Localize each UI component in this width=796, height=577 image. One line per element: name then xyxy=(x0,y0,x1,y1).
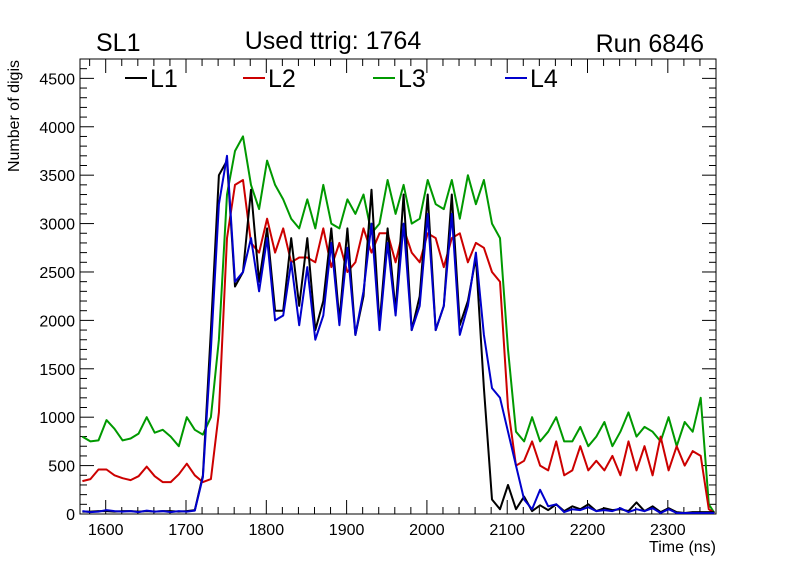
legend-label-l4: L4 xyxy=(530,65,558,93)
y-tick-label: 2500 xyxy=(39,265,75,282)
x-tick-label: 2200 xyxy=(570,522,606,539)
x-tick-label: 2000 xyxy=(409,522,445,539)
series-line-l3 xyxy=(81,135,716,514)
x-tick-label: 1800 xyxy=(249,522,285,539)
run-label: Run 6846 xyxy=(596,30,704,58)
legend-label-l1: L1 xyxy=(150,65,178,93)
panel-label: SL1 xyxy=(96,29,140,57)
axes-group: 1600 1700 1800 1900 2000 2100 2200 2300 0 500 1000… xyxy=(39,58,717,539)
y-tick-label: 1500 xyxy=(39,362,75,379)
y-tick-label: 4500 xyxy=(39,71,75,88)
x-tick-label: 2100 xyxy=(489,522,525,539)
chart-title: Used ttrig: 1764 xyxy=(245,27,422,55)
series-line-l2 xyxy=(82,179,715,514)
y-tick-label: 4000 xyxy=(39,120,75,137)
x-tick-label: 2300 xyxy=(650,522,686,539)
y-tick-label: 3500 xyxy=(39,168,75,185)
y-tick-label: 2000 xyxy=(39,313,75,330)
y-axis-title: Number of digis xyxy=(6,60,23,172)
y-tick-label: 500 xyxy=(48,459,75,476)
x-tick-label: 1900 xyxy=(329,522,365,539)
series-line-l1 xyxy=(82,159,715,514)
legend-label-l2: L2 xyxy=(268,65,296,93)
legend-label-l3: L3 xyxy=(398,65,426,93)
x-tick-label: 1700 xyxy=(168,522,204,539)
y-tick-label: 0 xyxy=(66,507,75,524)
legend: L1 L2 L3 L4 xyxy=(125,65,558,93)
series-line-l4 xyxy=(82,154,715,514)
plot-frame xyxy=(79,58,717,515)
x-axis-title: Time (ns) xyxy=(649,539,716,556)
series-group xyxy=(81,135,716,514)
y-tick-label: 1000 xyxy=(39,410,75,427)
x-tick-label: 1600 xyxy=(88,522,124,539)
y-tick-label: 3000 xyxy=(39,217,75,234)
